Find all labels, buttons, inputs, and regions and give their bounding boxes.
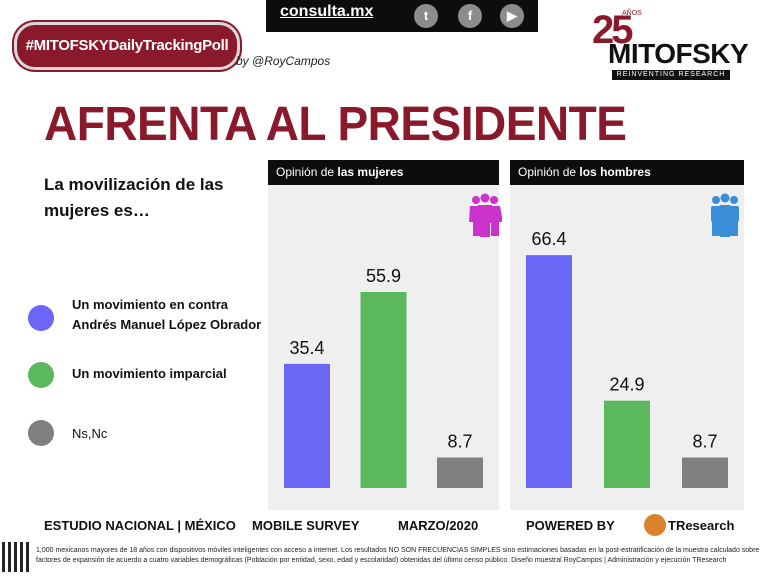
panel-men-prefix: Opinión de: [518, 165, 580, 179]
tresearch-logo-icon: [644, 514, 666, 536]
chart-women: 35.4 55.9 8.7: [284, 266, 483, 488]
panel-men-header: Opinión de los hombres: [510, 160, 744, 185]
facebook-icon[interactable]: f: [458, 4, 482, 28]
men-group-icon: [711, 193, 739, 237]
panel-men-bold: los hombres: [579, 165, 651, 179]
bar-nsnc: [437, 457, 483, 488]
hashtag-badge: #MITOFSKYDailyTrackingPoll: [14, 22, 240, 70]
footer-study: ESTUDIO NACIONAL | MÉXICO: [44, 518, 236, 533]
chart-men: 66.4 24.9 8.7: [526, 229, 728, 488]
value-label-against: 35.4: [289, 338, 324, 358]
legend-label-nsnc: Ns,Nc: [72, 426, 108, 441]
value-label-impartial: 55.9: [366, 266, 401, 286]
youtube-icon[interactable]: ▶: [500, 4, 524, 28]
legend-label-impartial: Un movimiento imparcial: [72, 366, 227, 381]
value-label-nsnc: 8.7: [692, 431, 717, 451]
women-group-icon: [469, 193, 502, 237]
value-label-impartial: 24.9: [609, 375, 644, 395]
bar-nsnc: [682, 457, 728, 488]
site-link[interactable]: consulta.mx: [280, 3, 374, 20]
byline: by @RoyCampos: [236, 54, 331, 68]
qr-code-icon: [2, 542, 32, 572]
panel-women-bold: las mujeres: [337, 165, 404, 179]
bar-impartial: [604, 400, 650, 488]
top-bar: [266, 0, 538, 32]
legend-swatch-impartial: [28, 362, 54, 388]
bar-against: [284, 363, 330, 488]
legend-swatch-against: [28, 305, 54, 331]
panel-women-header: Opinión de las mujeres: [268, 160, 499, 185]
legend-label-against: Un movimiento en contra Andrés Manuel Ló…: [72, 297, 262, 332]
footer-survey: MOBILE SURVEY: [252, 518, 360, 533]
brand-anniversary-number: 25: [592, 8, 633, 52]
brand-anniversary-label: AÑOS: [622, 10, 642, 17]
value-label-against: 66.4: [531, 229, 566, 249]
bar-impartial: [360, 291, 407, 488]
question-text: La movilización de las mujeres es…: [44, 175, 224, 220]
tresearch-brand: TResearch: [668, 518, 735, 533]
page-title: AFRENTA AL PRESIDENTE: [44, 95, 627, 151]
brand-logo-name: MITOFSKY: [608, 38, 749, 69]
footer-date: MARZO/2020: [398, 518, 479, 533]
footer-powered: POWERED BY: [526, 518, 615, 533]
legend-swatch-nsnc: [28, 420, 54, 446]
twitter-icon[interactable]: t: [414, 4, 438, 28]
value-label-nsnc: 8.7: [447, 431, 472, 451]
methodology-note: 1,000 mexicanos mayores de 18 años con d…: [36, 547, 760, 564]
bar-against: [526, 255, 572, 488]
brand-tagline: REINVENTING RESEARCH: [612, 70, 730, 80]
panel-women-prefix: Opinión de: [276, 165, 338, 179]
